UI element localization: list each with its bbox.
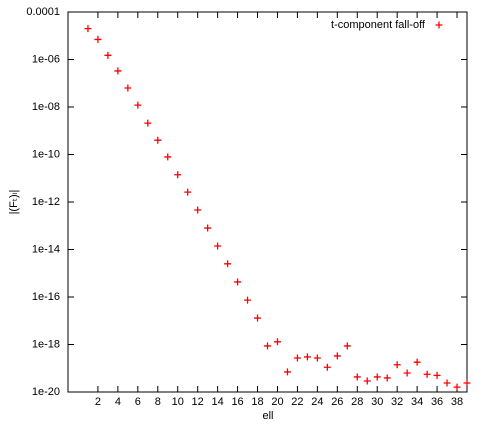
point (303, 353, 311, 361)
x-tick-label: 34 (411, 396, 423, 408)
point (443, 379, 451, 387)
x-tick-label: 24 (311, 396, 323, 408)
x-tick-label: 12 (192, 396, 204, 408)
point (433, 371, 441, 379)
point (413, 358, 421, 366)
x-tick-label: 22 (291, 396, 303, 408)
point (164, 153, 172, 161)
x-tick-label: 10 (172, 396, 184, 408)
point (363, 377, 371, 385)
point (244, 296, 252, 304)
point (84, 25, 92, 33)
point (214, 242, 222, 250)
point (94, 35, 102, 43)
point (273, 338, 281, 346)
x-tick-label: 16 (231, 396, 243, 408)
point (353, 373, 361, 381)
point (463, 379, 471, 387)
x-tick-label: 6 (135, 396, 141, 408)
point (234, 278, 242, 286)
x-tick-label: 2 (95, 396, 101, 408)
point (154, 136, 162, 144)
y-tick-label: 1e-20 (32, 386, 60, 398)
y-tick-label: 1e-16 (32, 291, 60, 303)
x-tick-label: 38 (451, 396, 463, 408)
point (283, 368, 291, 376)
point (453, 383, 461, 391)
point (144, 119, 152, 127)
y-tick-label: 1e-10 (32, 148, 60, 160)
point (194, 206, 202, 214)
y-tick-label: 1e-06 (32, 53, 60, 65)
y-tick-label: 1e-08 (32, 101, 60, 113)
point (323, 363, 331, 371)
x-tick-label: 36 (431, 396, 443, 408)
point (264, 342, 271, 350)
x-tick-label: 4 (115, 396, 121, 408)
y-axis-label: |(Fₜ)ₗ| (8, 190, 20, 215)
point (174, 171, 182, 179)
point (224, 260, 232, 268)
legend-symbol (435, 21, 443, 29)
point (403, 369, 411, 377)
plot-frame (67, 11, 468, 393)
point (293, 354, 301, 362)
point (383, 374, 391, 382)
x-tick-label: 26 (331, 396, 343, 408)
legend-label: t-component fall-off (331, 19, 426, 31)
point (423, 370, 431, 378)
point (333, 352, 341, 360)
point (124, 84, 132, 92)
x-tick-label: 14 (212, 396, 224, 408)
x-tick-label: 18 (251, 396, 263, 408)
point (114, 67, 122, 75)
point (184, 188, 192, 196)
y-tick-label: 1e-18 (32, 338, 60, 350)
point (343, 342, 351, 350)
point (313, 354, 321, 362)
point (204, 224, 212, 232)
point (104, 51, 112, 59)
x-tick-label: 28 (351, 396, 363, 408)
x-axis-label: ell (262, 410, 273, 422)
y-tick-label: 1e-12 (32, 196, 60, 208)
x-tick-label: 32 (391, 396, 403, 408)
point (254, 314, 262, 322)
point (134, 101, 142, 109)
point (373, 373, 381, 381)
x-tick-label: 30 (371, 396, 383, 408)
point (393, 361, 401, 369)
y-tick-label: 1e-14 (32, 243, 60, 255)
y-tick-label: 0.0001 (26, 6, 60, 18)
x-tick-label: 8 (155, 396, 161, 408)
x-tick-label: 20 (271, 396, 283, 408)
